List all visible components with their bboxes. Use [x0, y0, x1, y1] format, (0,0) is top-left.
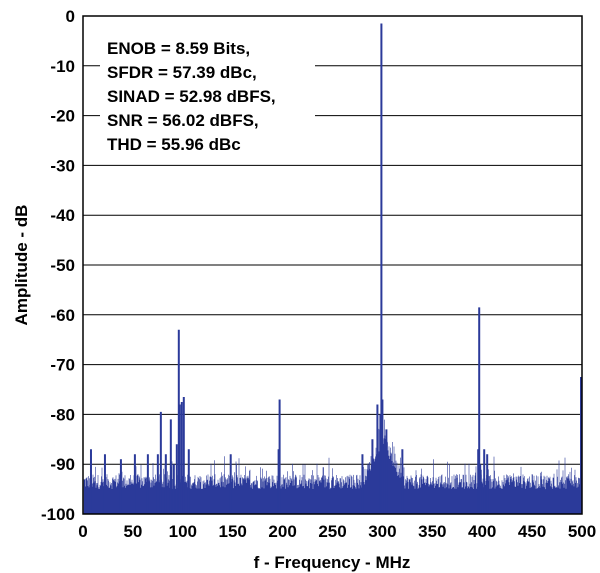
- y-tick-label: -90: [50, 455, 75, 474]
- metric-sfdr: SFDR = 57.39 dBc,: [107, 63, 257, 82]
- noise-floor: [83, 419, 582, 514]
- noise-floor-path: [83, 419, 582, 514]
- x-tick-label: 150: [219, 522, 247, 541]
- x-tick-label: 350: [418, 522, 446, 541]
- x-tick-label: 400: [468, 522, 496, 541]
- y-axis-title: Amplitude - dB: [12, 205, 31, 326]
- y-tick-label: 0: [66, 7, 75, 26]
- plot-frame: [82, 15, 583, 515]
- spectrum-series: [89, 23, 583, 514]
- metric-sinad: SINAD = 52.98 dBFS,: [107, 87, 276, 106]
- x-axis-title: f - Frequency - MHz: [254, 553, 411, 572]
- y-tick-label: -100: [41, 505, 75, 524]
- y-tick-label: -80: [50, 405, 75, 424]
- y-tick-label: -20: [50, 107, 75, 126]
- metric-enob: ENOB = 8.59 Bits,: [107, 39, 250, 58]
- x-tick-label: 50: [123, 522, 142, 541]
- y-tick-label: -40: [50, 206, 75, 225]
- y-tick-label: -60: [50, 306, 75, 325]
- y-tick-label: -70: [50, 356, 75, 375]
- x-tick-labels: 0 50 100 150 200 250 300 350 400 450 500: [78, 522, 596, 541]
- y-tick-labels: 0 -10 -20 -30 -40 -50 -60 -70 -80 -90 -100: [41, 7, 75, 524]
- x-tick-label: 300: [368, 522, 396, 541]
- metrics-box: ENOB = 8.59 Bits, SFDR = 57.39 dBc, SINA…: [100, 30, 315, 158]
- metric-snr: SNR = 56.02 dBFS,: [107, 111, 259, 130]
- y-tick-label: -50: [50, 256, 75, 275]
- x-tick-label: 100: [169, 522, 197, 541]
- y-tick-label: -10: [50, 57, 75, 76]
- x-tick-label: 0: [78, 522, 87, 541]
- x-tick-label: 450: [518, 522, 546, 541]
- y-tick-label: -30: [50, 156, 75, 175]
- metric-thd: THD = 55.96 dBc: [107, 135, 241, 154]
- x-tick-label: 200: [268, 522, 296, 541]
- x-tick-label: 250: [318, 522, 346, 541]
- metrics-box-background: [100, 30, 315, 158]
- x-tick-label: 500: [568, 522, 596, 541]
